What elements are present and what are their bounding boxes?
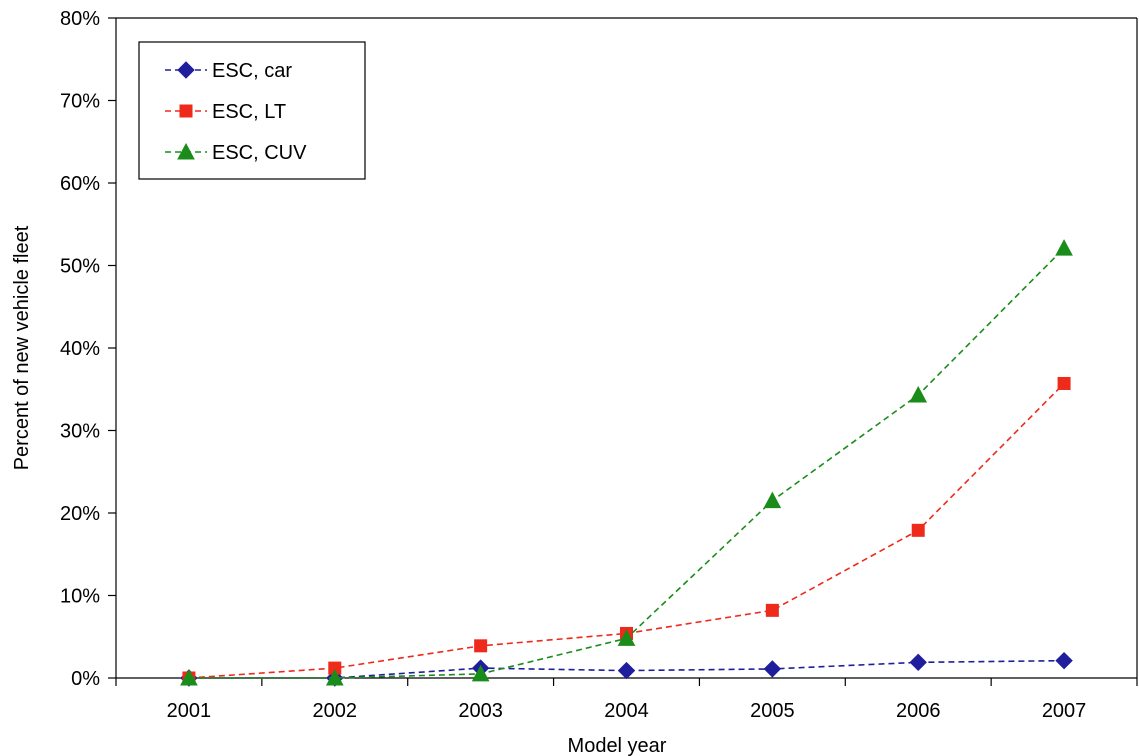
x-axis: 2001 2002 2003 2004 2005 2006 2007 <box>115 678 1138 722</box>
legend-label: ESC, LT <box>212 101 286 123</box>
data-point <box>471 664 490 682</box>
y-tick-label: 10% <box>60 586 100 608</box>
legend-label: ESC, car <box>212 60 292 82</box>
data-point <box>1057 376 1071 390</box>
legend-marker <box>179 104 193 118</box>
y-tick-label: 40% <box>60 338 100 360</box>
series-layer <box>180 239 1073 687</box>
x-tick-label: 2003 <box>458 700 503 722</box>
data-point <box>909 385 928 403</box>
data-point <box>474 639 488 653</box>
data-point <box>617 661 636 680</box>
x-axis-title: Model year <box>568 735 667 756</box>
data-point <box>909 653 927 672</box>
x-tick-label: 2006 <box>896 700 941 722</box>
legend-marker <box>177 61 195 79</box>
y-tick-label: 60% <box>60 173 100 195</box>
y-axis: 0% 10% 20% 30% 40% 50% 60% 70% 80% <box>60 8 116 690</box>
data-point <box>911 523 925 537</box>
y-tick-label: 80% <box>60 8 100 30</box>
legend: ESC, car ESC, LT ESC, CUV <box>138 41 366 180</box>
x-tick-label: 2004 <box>604 700 649 722</box>
y-tick-label: 50% <box>60 256 100 278</box>
data-point <box>180 668 198 686</box>
data-point <box>765 603 779 617</box>
data-point <box>763 660 782 678</box>
y-tick-label: 0% <box>71 668 100 690</box>
data-point <box>1055 651 1073 670</box>
y-tick-label: 30% <box>60 421 100 443</box>
x-tick-label: 2007 <box>1042 700 1087 722</box>
y-axis-title: Percent of new vehicle fleet <box>11 225 33 470</box>
series-line <box>188 247 1065 679</box>
series-triangle <box>180 239 1073 686</box>
x-tick-label: 2005 <box>750 700 795 722</box>
data-point <box>325 668 344 686</box>
data-point <box>617 629 636 646</box>
legend-marker <box>177 142 195 160</box>
y-tick-label: 20% <box>60 503 100 525</box>
x-tick-label: 2001 <box>167 700 212 722</box>
legend-label: ESC, CUV <box>212 142 307 164</box>
data-point <box>1055 239 1073 256</box>
data-point <box>763 491 782 509</box>
y-tick-label: 70% <box>60 91 100 113</box>
x-tick-label: 2002 <box>313 700 358 722</box>
